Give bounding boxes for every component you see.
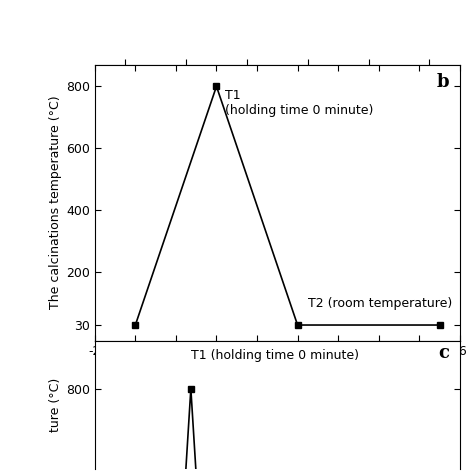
Y-axis label: The calcinations temperature (°C): The calcinations temperature (°C) bbox=[49, 96, 62, 310]
Text: T2 (room temperature): T2 (room temperature) bbox=[308, 297, 452, 310]
X-axis label: Holding time (h): Holding time (h) bbox=[221, 363, 334, 376]
Text: T1 (holding time 0 minute): T1 (holding time 0 minute) bbox=[191, 348, 359, 362]
Text: c: c bbox=[438, 345, 449, 363]
Text: T1
(holding time 0 minute): T1 (holding time 0 minute) bbox=[225, 90, 373, 118]
Text: b: b bbox=[436, 73, 449, 91]
X-axis label: Holding time (h): Holding time (h) bbox=[221, 87, 334, 100]
Y-axis label: ture (°C): ture (°C) bbox=[49, 378, 62, 432]
